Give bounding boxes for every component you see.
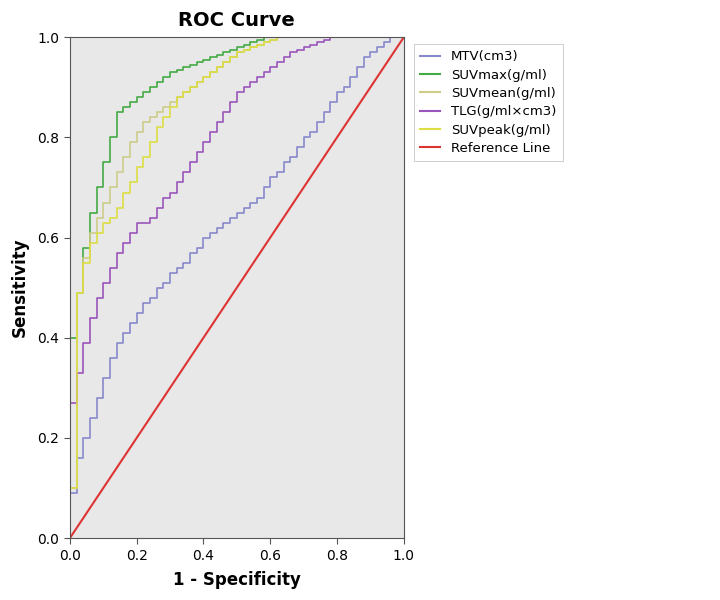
Legend: MTV(cm3), SUVmax(g/ml), SUVmean(g/ml), TLG(g/ml×cm3), SUVpeak(g/ml), Reference L: MTV(cm3), SUVmax(g/ml), SUVmean(g/ml), T…: [414, 44, 562, 161]
Y-axis label: Sensitivity: Sensitivity: [11, 238, 29, 337]
Title: ROC Curve: ROC Curve: [179, 11, 295, 30]
X-axis label: 1 - Specificity: 1 - Specificity: [173, 571, 301, 589]
